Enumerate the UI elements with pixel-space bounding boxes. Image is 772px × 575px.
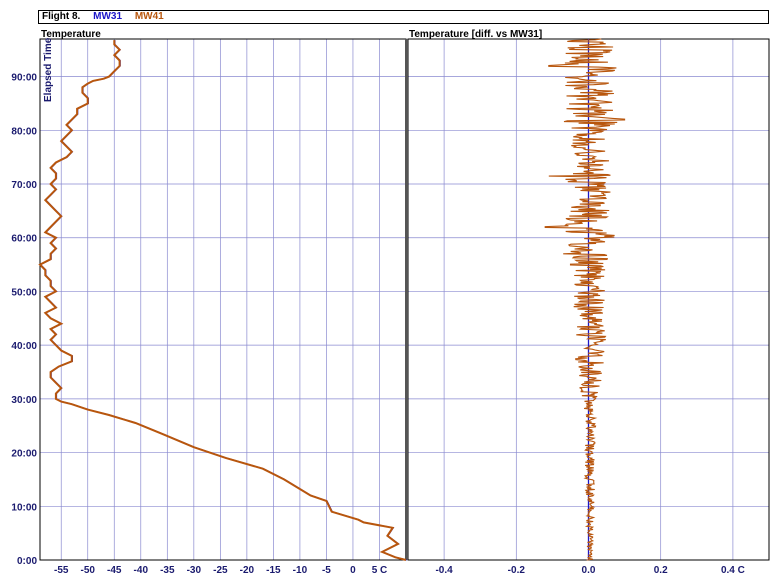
left-x-tick-labels: -55 -50 -45 -40 -35 -30 -25 -20 -15 -10 -5 0 5 C <box>54 565 387 575</box>
x-tick-label: -50 <box>81 565 96 575</box>
x-tick-label: -35 <box>160 565 175 575</box>
left-panel-title: Temperature <box>41 29 101 40</box>
y-tick-label: 30:00 <box>11 395 37 406</box>
y-tick-label: 90:00 <box>11 73 37 84</box>
right-panel-title: Temperature [diff. vs MW31] <box>409 29 542 40</box>
flight-label: Flight 8. <box>42 11 81 22</box>
x-tick-label: -5 <box>322 565 331 575</box>
legend-mw41: MW41 <box>134 11 164 22</box>
x-tick-label: -20 <box>240 565 255 575</box>
x-tick-label: -55 <box>54 565 69 575</box>
left-panel-series <box>38 40 407 561</box>
x-tick-label: -40 <box>134 565 149 575</box>
legend-mw31: MW31 <box>93 11 123 22</box>
x-tick-label: -30 <box>187 565 202 575</box>
x-tick-label: 0.4 C <box>721 565 745 575</box>
left-panel-grid <box>40 39 406 561</box>
x-tick-label: -15 <box>266 565 281 575</box>
x-tick-label: -10 <box>293 565 308 575</box>
chart-header: Flight 8. MW31 MW41 <box>38 10 769 24</box>
x-tick-label: -0.2 <box>508 565 526 575</box>
right-x-tick-labels: -0.4 -0.2 0.0 0.2 0.4 C <box>435 565 744 575</box>
x-tick-label: -45 <box>107 565 122 575</box>
x-tick-label: -0.4 <box>435 565 453 575</box>
series-line-mw31-underlay <box>39 40 407 561</box>
y-tick-label: 70:00 <box>11 180 37 191</box>
x-tick-label: 5 C <box>372 565 388 575</box>
y-tick-label: 40:00 <box>11 341 37 352</box>
y-tick-labels: 0:00 10:00 20:00 30:00 40:00 50:00 60:00 70:00 8… <box>11 73 37 567</box>
x-tick-label: 0.0 <box>582 565 596 575</box>
y-axis-label: Elapsed Time <box>43 37 54 102</box>
series-line-mw41 <box>38 40 407 561</box>
series-line-mw41-diff <box>544 38 626 561</box>
y-tick-label: 60:00 <box>11 234 37 245</box>
y-tick-label: 50:00 <box>11 287 37 298</box>
x-tick-label: 0 <box>350 565 356 575</box>
y-tick-label: 20:00 <box>11 449 37 460</box>
y-tick-label: 0:00 <box>17 556 37 567</box>
y-tick-label: 80:00 <box>11 126 37 137</box>
left-panel-frame <box>39 38 407 561</box>
right-panel-series <box>544 38 626 561</box>
x-tick-label: 0.2 <box>654 565 668 575</box>
x-tick-label: -25 <box>213 565 228 575</box>
y-tick-label: 10:00 <box>11 502 37 513</box>
